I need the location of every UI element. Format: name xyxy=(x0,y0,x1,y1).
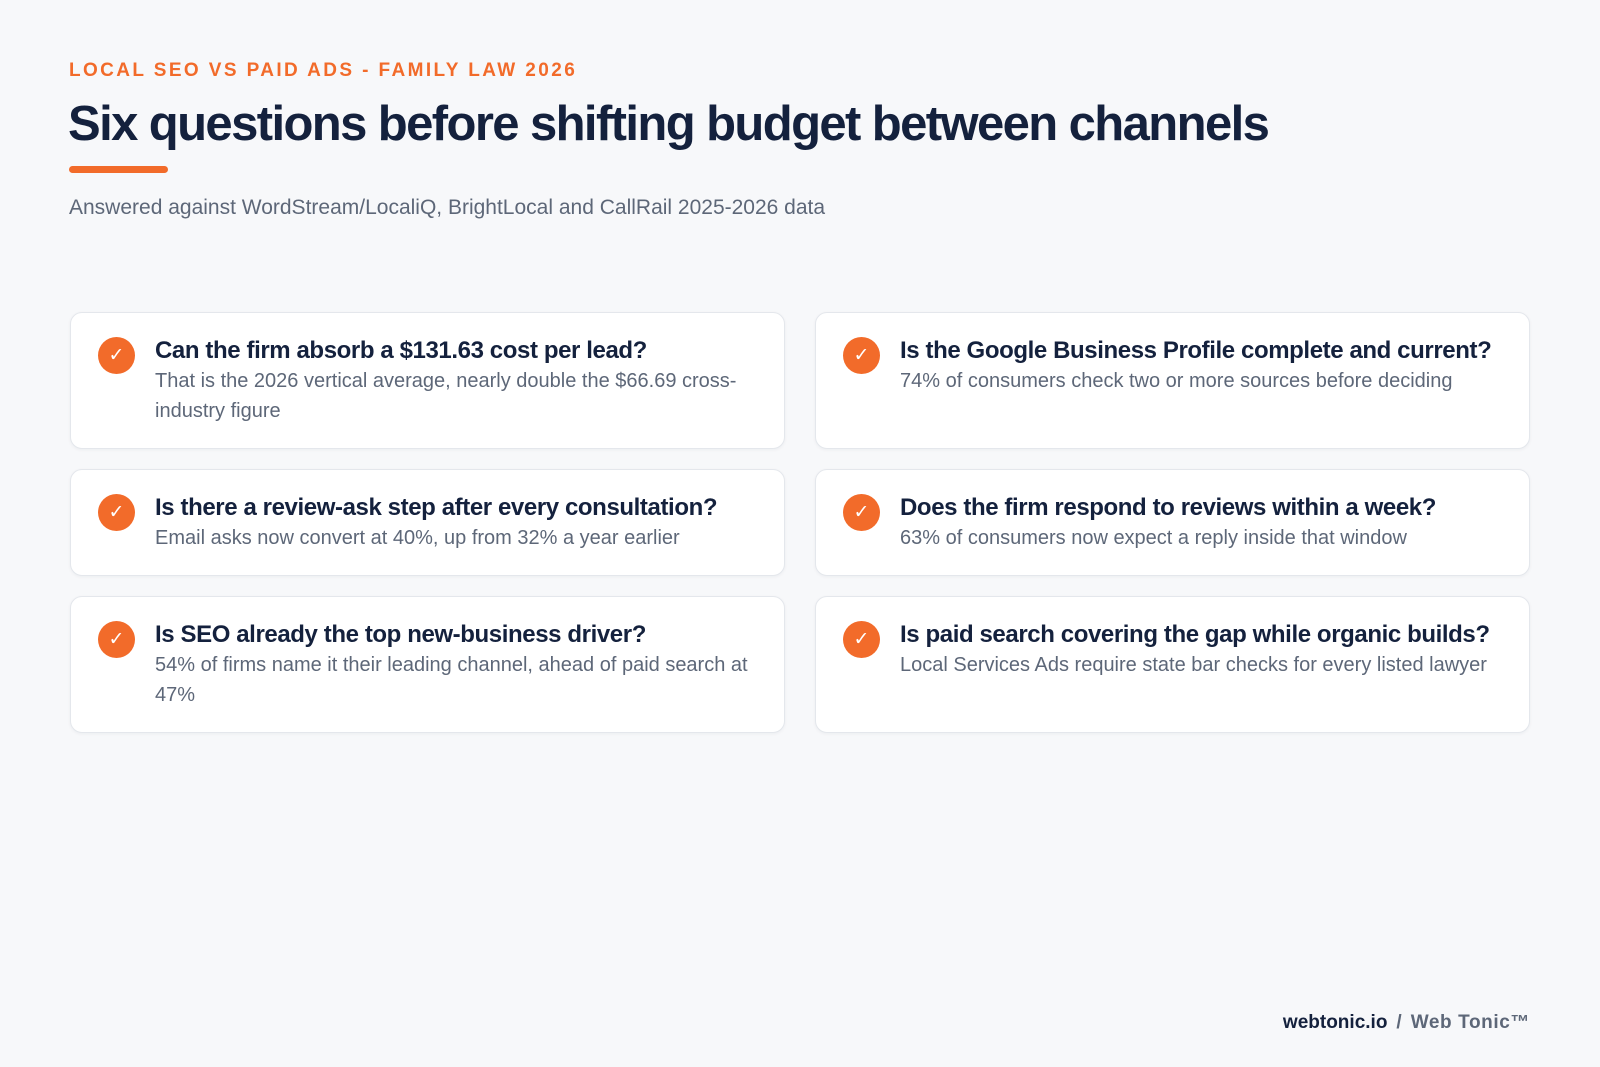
footer-site-link[interactable]: webtonic.io xyxy=(1282,1012,1388,1033)
question-card: ✓ Is there a review-ask step after every… xyxy=(70,469,785,576)
question-card: ✓ Does the firm respond to reviews withi… xyxy=(815,469,1530,576)
card-question: Is the Google Business Profile complete … xyxy=(900,337,1492,364)
footer-credit: webtonic.io / Web Tonic™ xyxy=(1283,1012,1530,1034)
card-question: Can the firm absorb a $131.63 cost per l… xyxy=(155,337,647,364)
title-accent-rule xyxy=(69,166,168,173)
question-card: ✓ Is paid search covering the gap while … xyxy=(815,596,1530,733)
card-question: Is SEO already the top new-business driv… xyxy=(155,621,646,648)
check-icon: ✓ xyxy=(843,621,880,658)
card-answer: 63% of consumers now expect a reply insi… xyxy=(900,527,1407,549)
question-grid: ✓ Can the firm absorb a $131.63 cost per… xyxy=(70,312,1531,733)
check-icon: ✓ xyxy=(98,494,135,531)
card-body: Is paid search covering the gap while or… xyxy=(900,620,1503,680)
card-question: Is paid search covering the gap while or… xyxy=(900,621,1490,648)
card-body: Is SEO already the top new-business driv… xyxy=(155,620,758,710)
card-answer: Email asks now convert at 40%, up from 3… xyxy=(155,527,680,549)
card-answer: Local Services Ads require state bar che… xyxy=(900,654,1487,676)
card-question: Does the firm respond to reviews within … xyxy=(900,494,1437,521)
card-body: Does the firm respond to reviews within … xyxy=(900,493,1503,553)
page-subtitle: Answered against WordStream/LocaliQ, Bri… xyxy=(69,196,826,219)
check-icon: ✓ xyxy=(843,337,880,374)
card-answer: That is the 2026 vertical average, nearl… xyxy=(155,370,737,422)
card-body: Can the firm absorb a $131.63 cost per l… xyxy=(155,336,758,426)
eyebrow-label: LOCAL SEO VS PAID ADS - FAMILY LAW 2026 xyxy=(69,60,578,81)
check-icon: ✓ xyxy=(98,621,135,658)
card-body: Is there a review-ask step after every c… xyxy=(155,493,758,553)
card-question: Is there a review-ask step after every c… xyxy=(155,494,718,521)
check-icon: ✓ xyxy=(843,494,880,531)
question-card: ✓ Is SEO already the top new-business dr… xyxy=(70,596,785,733)
card-body: Is the Google Business Profile complete … xyxy=(900,336,1503,396)
check-icon: ✓ xyxy=(98,337,135,374)
page-title: Six questions before shifting budget bet… xyxy=(68,97,1270,151)
footer-brand: Web Tonic™ xyxy=(1410,1012,1530,1033)
question-card: ✓ Is the Google Business Profile complet… xyxy=(815,312,1530,449)
footer-separator: / xyxy=(1396,1012,1402,1033)
card-answer: 54% of firms name it their leading chann… xyxy=(155,654,748,706)
question-card: ✓ Can the firm absorb a $131.63 cost per… xyxy=(70,312,785,449)
card-answer: 74% of consumers check two or more sourc… xyxy=(900,370,1453,392)
